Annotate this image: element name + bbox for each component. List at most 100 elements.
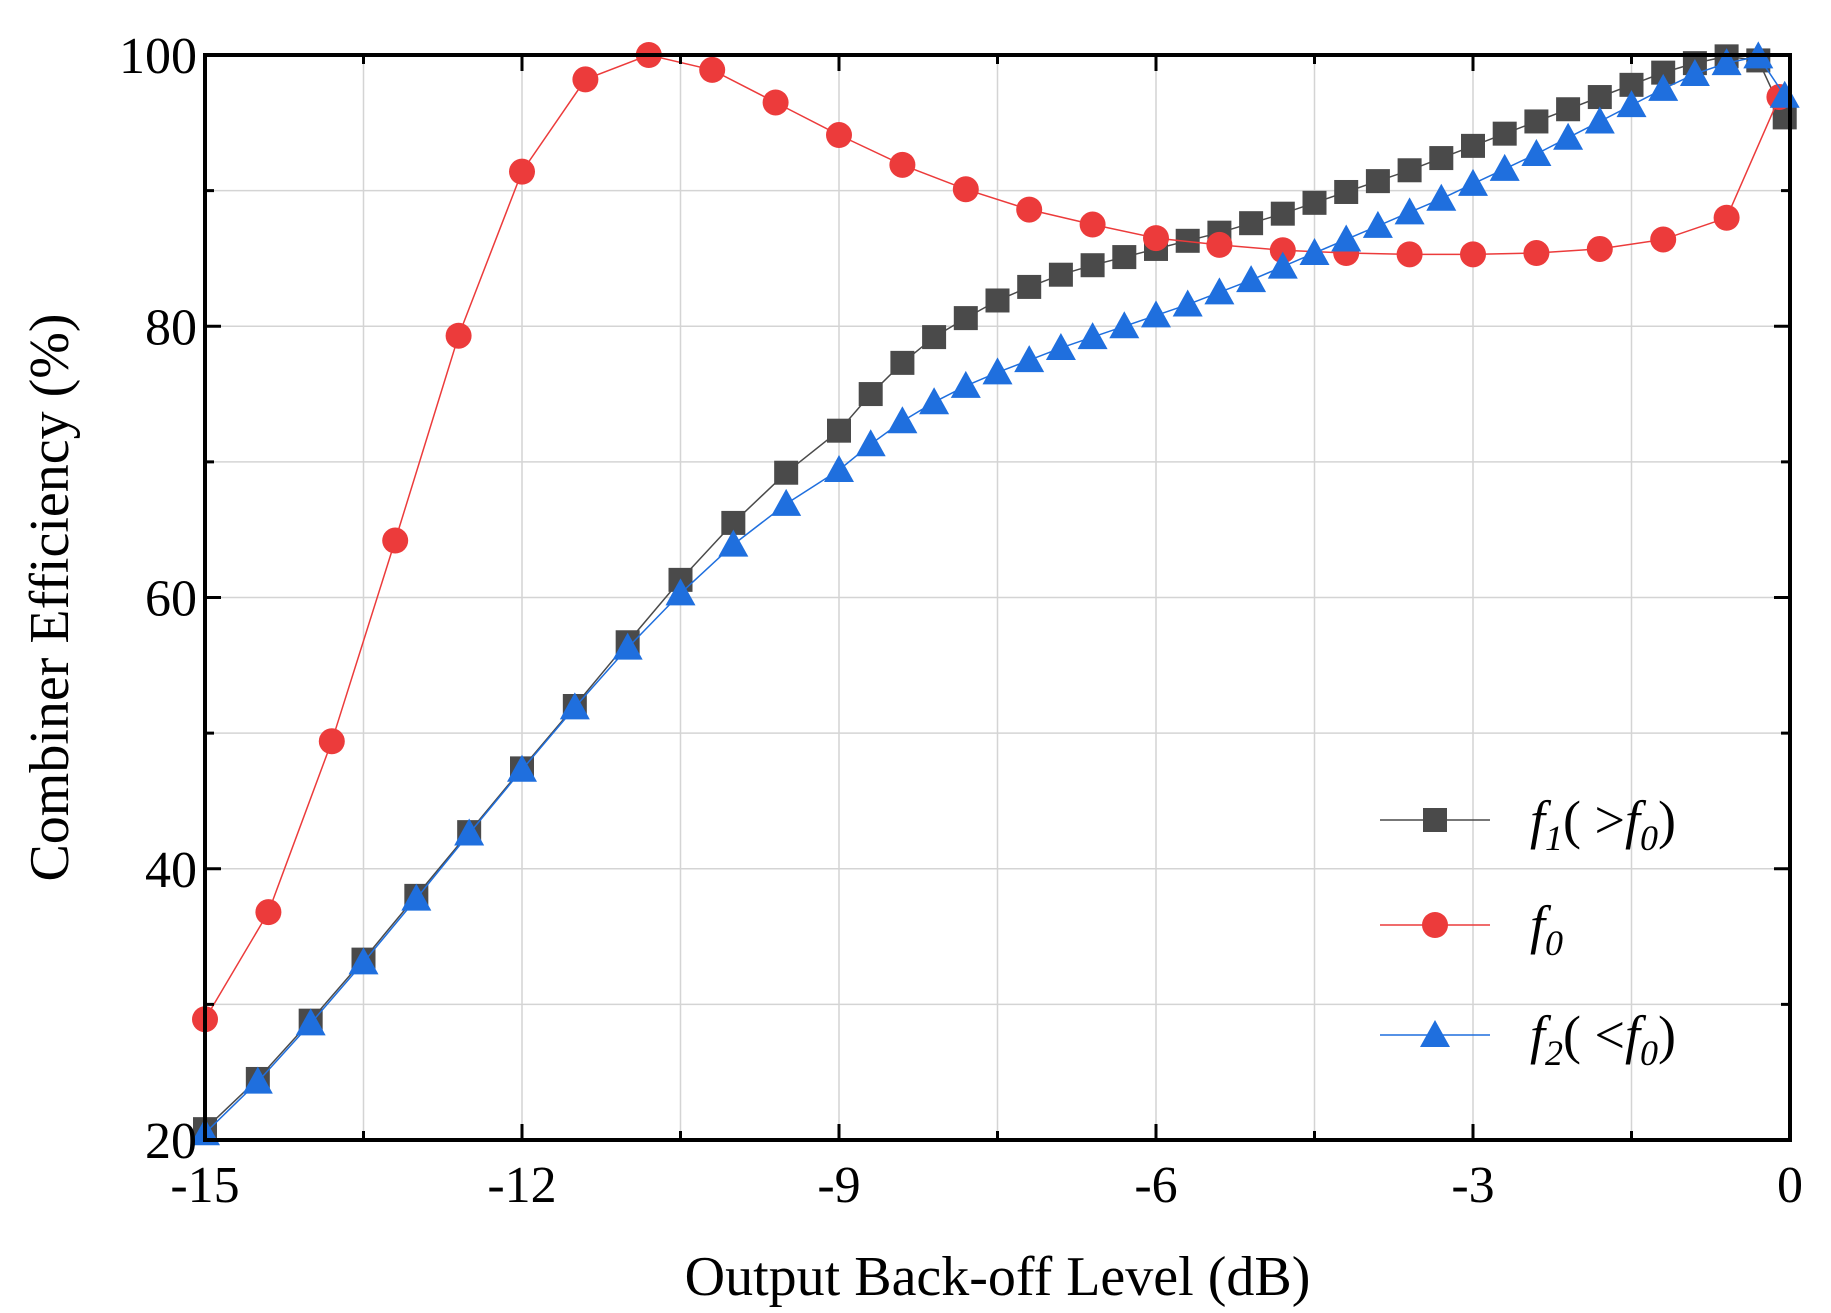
data-point	[1426, 183, 1457, 211]
data-point	[1587, 85, 1612, 110]
legend-entry: f0	[1380, 895, 1563, 963]
series-line	[204, 55, 1786, 1130]
y-tick-label: 80	[145, 299, 197, 356]
data-point	[454, 818, 485, 846]
data-point	[1236, 265, 1267, 293]
legend-label: f2( <f0)	[1530, 1005, 1676, 1073]
x-tick-label: -6	[1134, 1157, 1177, 1214]
data-point	[295, 1008, 326, 1036]
data-point	[1143, 225, 1169, 252]
legend-label: f1( >f0)	[1530, 790, 1676, 858]
data-point	[953, 306, 978, 331]
data-point	[559, 692, 590, 720]
data-point	[887, 406, 918, 434]
data-point	[824, 455, 854, 483]
data-point	[771, 488, 802, 516]
data-point	[1204, 277, 1235, 305]
data-point	[1556, 97, 1581, 122]
data-point	[1269, 237, 1296, 264]
x-tick-label: 0	[1777, 1157, 1803, 1214]
data-point	[1334, 179, 1359, 204]
data-point	[1397, 158, 1422, 183]
y-tick-label: 100	[119, 28, 197, 85]
data-point	[1299, 238, 1330, 266]
data-point	[1017, 274, 1042, 299]
data-point	[889, 151, 916, 178]
legend: f1( >f0) f0 f2( <f0)	[1380, 790, 1676, 1073]
data-point	[827, 418, 851, 443]
legend-marker	[1422, 912, 1448, 938]
data-point	[762, 89, 789, 116]
data-point	[699, 56, 726, 83]
data-point	[1524, 109, 1549, 134]
data-point	[1270, 201, 1295, 226]
data-point	[858, 382, 883, 407]
data-point	[826, 122, 852, 149]
data-point	[1112, 245, 1137, 270]
data-point	[1080, 253, 1105, 278]
data-point	[1584, 106, 1615, 134]
data-point	[1679, 58, 1710, 86]
data-point	[1460, 241, 1486, 268]
data-point	[1109, 311, 1140, 339]
data-point	[1769, 80, 1800, 108]
data-point	[665, 578, 696, 606]
data-point	[1077, 322, 1108, 350]
data-point	[919, 387, 950, 415]
data-point	[509, 158, 535, 185]
data-point	[348, 947, 379, 975]
data-point	[1458, 168, 1488, 196]
legend-label: f0	[1530, 895, 1563, 963]
data-point	[1492, 121, 1517, 146]
data-point	[1713, 204, 1740, 231]
data-point	[242, 1066, 273, 1094]
data-point	[890, 350, 915, 375]
x-axis-title: Output Back-off Level (dB)	[685, 1246, 1311, 1308]
y-tick-label: 60	[145, 571, 197, 628]
data-point	[1206, 231, 1233, 258]
data-point	[1711, 48, 1742, 76]
x-tick-label: -15	[170, 1157, 239, 1214]
y-axis-title: Combiner Efficiency (%)	[19, 313, 81, 881]
data-point	[1616, 90, 1647, 118]
y-tick-label: 40	[145, 842, 197, 899]
data-point	[1648, 73, 1679, 101]
data-point	[1048, 262, 1073, 287]
data-point	[1267, 251, 1298, 279]
legend-entry: f1( >f0)	[1380, 790, 1676, 858]
data-point	[1014, 345, 1045, 373]
data-point	[318, 728, 345, 755]
data-point	[774, 460, 799, 485]
data-point	[255, 899, 282, 926]
data-point	[1553, 122, 1584, 150]
grid	[205, 55, 1790, 1140]
data-point	[718, 529, 749, 557]
y-tick-label: 20	[145, 1113, 197, 1170]
data-point	[985, 288, 1010, 313]
series-line	[204, 55, 1786, 1134]
data-point	[1079, 211, 1106, 238]
data-point	[1429, 146, 1454, 171]
data-point	[1489, 153, 1520, 181]
ticks	[203, 53, 1792, 1142]
data-point	[572, 66, 599, 93]
data-point	[612, 632, 643, 660]
data-point	[1302, 190, 1327, 215]
series-triangle	[190, 41, 1800, 1146]
x-tick-label: -9	[817, 1157, 860, 1214]
data-point	[1586, 235, 1613, 262]
data-point	[1172, 289, 1203, 317]
x-tick-label: -3	[1451, 1157, 1494, 1214]
data-point	[950, 370, 981, 398]
data-point	[1016, 196, 1043, 223]
series-square	[193, 44, 1797, 1142]
data-point	[1521, 139, 1552, 167]
x-tick-label: -12	[487, 1157, 556, 1214]
legend-marker	[1423, 808, 1447, 832]
data-point	[1239, 211, 1264, 236]
data-point	[382, 527, 409, 554]
data-point	[1394, 197, 1425, 225]
data-point	[1365, 169, 1390, 194]
series-circle	[192, 42, 1793, 1033]
